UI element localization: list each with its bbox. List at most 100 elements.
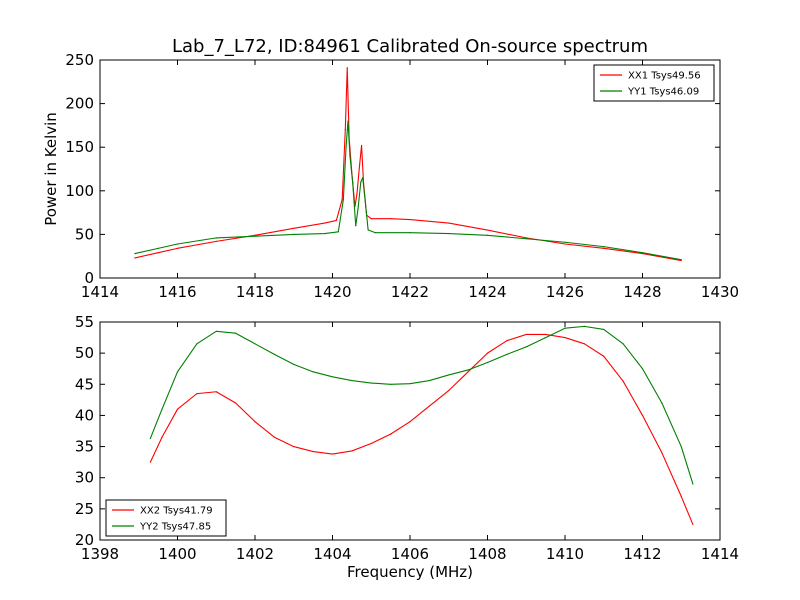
data-point (428, 379, 430, 382)
legend-label: XX2 Tsys41.79 (140, 506, 213, 517)
data-point (341, 198, 343, 201)
data-point (215, 240, 217, 242)
data-point (448, 222, 450, 224)
data-point (486, 352, 489, 354)
data-point (359, 164, 361, 166)
data-point (235, 402, 237, 404)
data-point (467, 369, 469, 371)
data-point (692, 483, 694, 485)
data-point (344, 129, 346, 131)
x-tick-label: 1428 (623, 283, 661, 301)
data-point (486, 234, 489, 236)
y-tick-label: 20 (75, 531, 94, 549)
x-tick-label: 1414 (81, 283, 119, 301)
legend-panel-1: XX1 Tsys49.56 YY1 Tsys46.09 (593, 64, 715, 102)
data-point (346, 67, 348, 69)
data-point (622, 343, 624, 345)
data-point (364, 198, 366, 201)
data-point (293, 445, 295, 448)
y-tick-label: 150 (65, 138, 94, 156)
data-point (215, 330, 217, 332)
data-point (254, 343, 256, 345)
data-point (622, 380, 624, 382)
y-tick-label: 25 (75, 500, 94, 518)
legend-box (593, 64, 715, 102)
legend-box (105, 499, 227, 537)
x-tick-label: 1404 (313, 545, 351, 563)
x-tick-label: 1412 (623, 545, 661, 563)
x-tick-label: 1402 (236, 545, 274, 563)
data-point (603, 246, 605, 248)
data-point (215, 391, 217, 393)
data-point (564, 241, 566, 243)
data-point (293, 227, 295, 229)
data-point (157, 247, 159, 249)
x-tick-label: 1414 (701, 545, 739, 563)
data-point (254, 421, 256, 423)
data-point (149, 461, 151, 463)
data-point (367, 229, 369, 231)
data-point (335, 219, 337, 222)
data-point (409, 218, 411, 221)
data-point (641, 252, 644, 254)
top-panel: 1414 1416 1418 1420 1422 1424 1426 1428 1430 0 50 1… (42, 51, 739, 301)
data-point (661, 452, 663, 454)
series-line-yy-panel-1 (134, 120, 682, 261)
data-point (355, 225, 357, 227)
x-tick-label: 1400 (158, 545, 196, 563)
data-point (349, 155, 351, 157)
data-point (564, 327, 566, 329)
data-point (448, 389, 450, 392)
y-tick-label: 55 (75, 313, 94, 331)
data-point (351, 379, 353, 382)
x-tick-label: 1420 (313, 283, 351, 301)
data-point (603, 247, 605, 249)
x-tick-label: 1408 (468, 545, 506, 563)
x-tick-label: 1416 (158, 283, 196, 301)
x-tick-label: 1426 (546, 283, 584, 301)
data-point (324, 232, 326, 235)
data-point (347, 120, 349, 122)
data-point (273, 436, 275, 438)
data-point (331, 376, 334, 378)
x-tick-label: 1406 (391, 545, 429, 563)
data-point (161, 408, 163, 410)
data-point (641, 414, 644, 417)
data-point (312, 450, 314, 453)
y-axis-label: Power in Kelvin (42, 112, 60, 226)
legend-label: YY1 Tsys46.09 (627, 87, 699, 98)
data-point (506, 353, 508, 355)
data-point (342, 198, 344, 201)
y-tick-label: 0 (84, 269, 94, 287)
data-point (356, 193, 358, 195)
data-point (409, 421, 411, 423)
data-point (370, 218, 372, 220)
data-point (176, 243, 179, 245)
legend-label: XX1 Tsys49.56 (628, 71, 701, 82)
data-point (506, 340, 508, 342)
data-point (680, 259, 682, 261)
data-point (603, 355, 605, 357)
data-point (603, 328, 605, 331)
data-point (680, 495, 682, 497)
y-tick-label: 35 (75, 438, 94, 456)
data-point (525, 238, 527, 240)
data-point (161, 436, 163, 438)
data-point (176, 408, 179, 410)
data-point (196, 343, 198, 345)
data-point (448, 374, 450, 376)
data-point (374, 232, 376, 234)
data-point (370, 382, 372, 384)
y-tick-label: 250 (65, 51, 94, 69)
data-point (134, 252, 136, 255)
data-point (293, 363, 295, 365)
data-point (362, 177, 364, 179)
data-point (360, 181, 362, 183)
data-point (545, 333, 547, 336)
y-tick-label: 200 (65, 95, 94, 113)
data-point (149, 437, 151, 440)
data-point (215, 237, 217, 239)
x-tick-label: 1398 (81, 545, 119, 563)
data-point (564, 243, 566, 245)
data-point (254, 235, 256, 237)
